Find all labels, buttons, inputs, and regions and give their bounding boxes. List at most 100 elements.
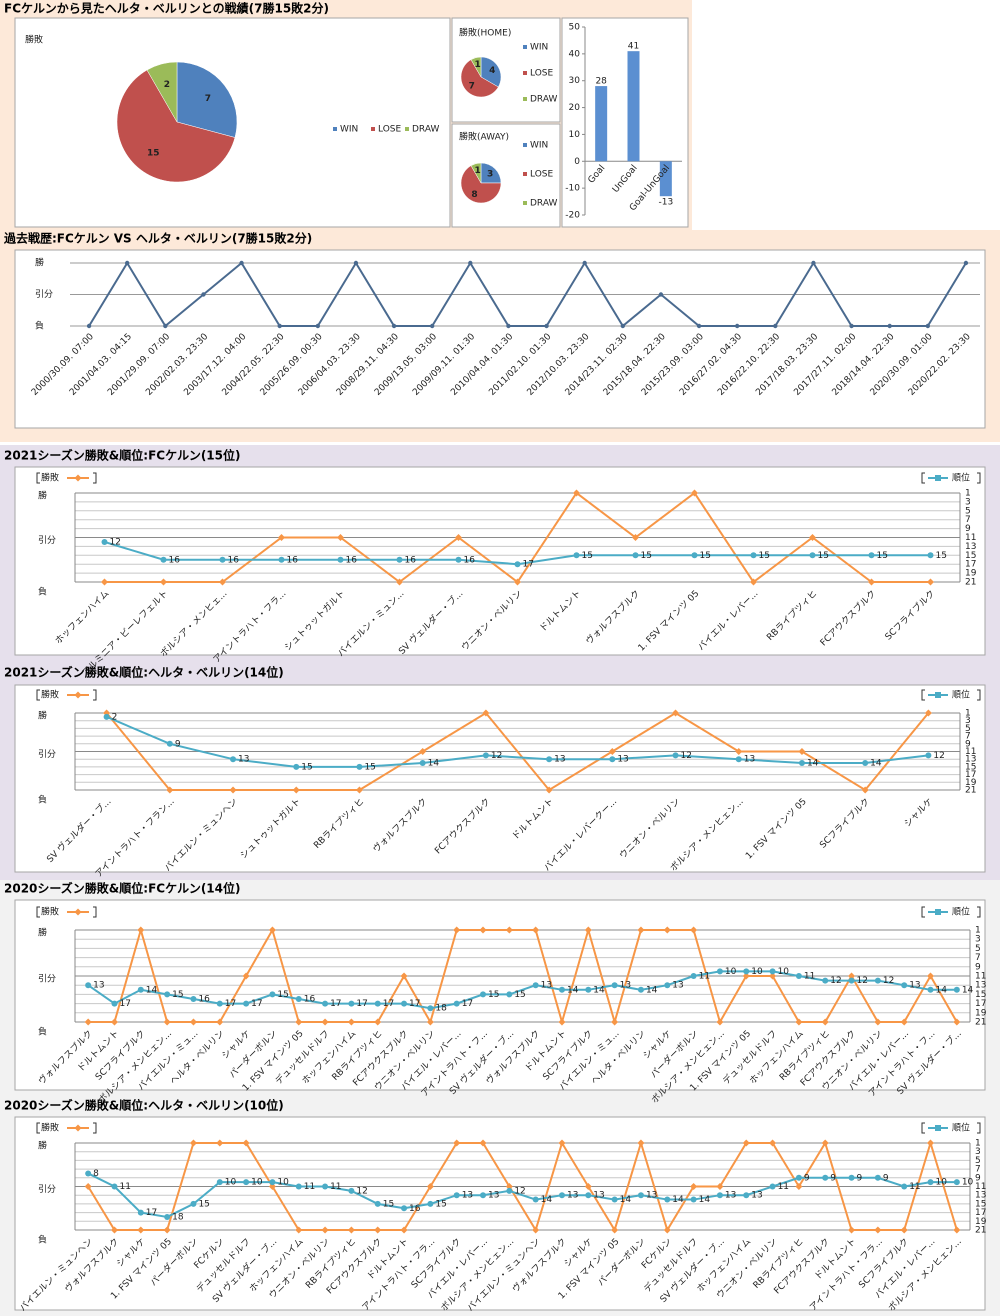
- legend-label: 勝敗: [41, 689, 59, 701]
- point: [691, 489, 698, 497]
- y2-tick-label: 11: [965, 747, 976, 757]
- pie-slice: [480, 162, 502, 184]
- point: [374, 1200, 381, 1207]
- point: [691, 552, 698, 559]
- y2-tick-label: 1: [975, 1139, 981, 1149]
- y2-tick-label: 19: [975, 1217, 987, 1227]
- point: [219, 556, 226, 563]
- data-label: 41: [628, 42, 639, 52]
- data-label: 16: [287, 555, 299, 565]
- point: [110, 1226, 118, 1234]
- legend-marker: [935, 909, 941, 915]
- point: [137, 926, 145, 934]
- point: [111, 1183, 118, 1190]
- legend-marker: [935, 475, 941, 481]
- point: [455, 534, 462, 541]
- legend-bracket: [921, 1122, 925, 1134]
- point: [532, 926, 540, 934]
- point: [690, 1183, 698, 1190]
- point: [632, 552, 639, 559]
- y2-tick-label: 9: [965, 524, 971, 534]
- point: [887, 323, 892, 329]
- data-label: 10: [751, 967, 763, 977]
- point: [716, 1183, 724, 1190]
- point: [637, 1139, 645, 1147]
- point: [809, 552, 816, 559]
- y2-tick-label: 17: [965, 770, 976, 780]
- legend-label: LOSE: [530, 170, 553, 180]
- data-label: 18: [435, 1004, 447, 1014]
- point: [716, 968, 723, 975]
- series-line: [87, 1172, 957, 1218]
- y-tick-label: 負: [38, 794, 47, 806]
- chart-title: 勝敗(AWAY): [459, 131, 509, 143]
- point: [821, 1139, 829, 1147]
- point: [585, 1192, 592, 1199]
- y2-tick-label: 19: [975, 1008, 987, 1018]
- bar: [595, 86, 608, 162]
- legend-label: WIN: [530, 43, 548, 53]
- data-label: 14: [672, 1195, 684, 1205]
- legend-label: 順位: [952, 906, 970, 918]
- y2-tick-label: 1: [965, 709, 971, 719]
- point: [798, 748, 806, 755]
- y-tick-label: 引分: [35, 289, 53, 300]
- legend-bracket: [977, 906, 981, 918]
- point: [269, 1179, 276, 1186]
- point: [795, 1183, 803, 1190]
- point: [750, 578, 757, 586]
- point: [101, 578, 108, 586]
- point: [927, 1139, 935, 1147]
- point: [868, 578, 875, 586]
- data-label: 15: [198, 1199, 209, 1209]
- data-label: 15: [435, 1199, 446, 1209]
- point: [769, 972, 777, 980]
- point: [101, 538, 108, 545]
- point: [558, 1018, 566, 1026]
- point: [295, 1226, 303, 1234]
- point: [321, 1018, 329, 1026]
- data-label: 11: [804, 972, 815, 982]
- y2-tick-label: 21: [975, 1226, 986, 1236]
- data-label: 14: [541, 1195, 553, 1205]
- point: [103, 713, 110, 720]
- data-label: 12: [830, 976, 841, 986]
- legend-swatch: [523, 143, 527, 147]
- y2-tick-label: 15: [975, 1199, 986, 1209]
- point: [337, 556, 344, 563]
- point: [822, 977, 829, 984]
- point: [163, 1226, 171, 1234]
- y2-tick-label: 5: [965, 506, 971, 516]
- data-label: 16: [304, 995, 316, 1005]
- y2-tick-label: 15: [975, 990, 986, 1000]
- data-label: 16: [464, 555, 476, 565]
- legend-marker: [935, 692, 941, 698]
- series-line: [87, 1139, 958, 1233]
- data-label: 4: [489, 66, 495, 76]
- y-tick-label: 負: [35, 320, 44, 332]
- y2-tick-label: 19: [965, 569, 977, 579]
- point: [822, 1174, 829, 1181]
- point: [229, 786, 237, 794]
- pie-slice: [470, 162, 482, 184]
- data-label: 13: [617, 755, 628, 765]
- data-label: 14: [870, 759, 882, 769]
- point: [927, 986, 934, 993]
- data-label: 15: [641, 551, 652, 561]
- point: [321, 1226, 329, 1234]
- point: [862, 760, 869, 767]
- legend-swatch: [333, 127, 337, 131]
- point: [315, 323, 321, 329]
- chart-box: [14, 684, 986, 873]
- data-label: 13: [620, 981, 631, 991]
- legend-marker: [74, 474, 82, 482]
- point: [505, 1183, 513, 1190]
- point: [663, 1226, 671, 1234]
- data-label: 12: [681, 751, 692, 761]
- point: [874, 977, 881, 984]
- y2-tick-label: 17: [975, 1208, 986, 1218]
- legend-bracket: [977, 689, 981, 701]
- data-label: 14: [807, 759, 819, 769]
- point: [632, 534, 639, 541]
